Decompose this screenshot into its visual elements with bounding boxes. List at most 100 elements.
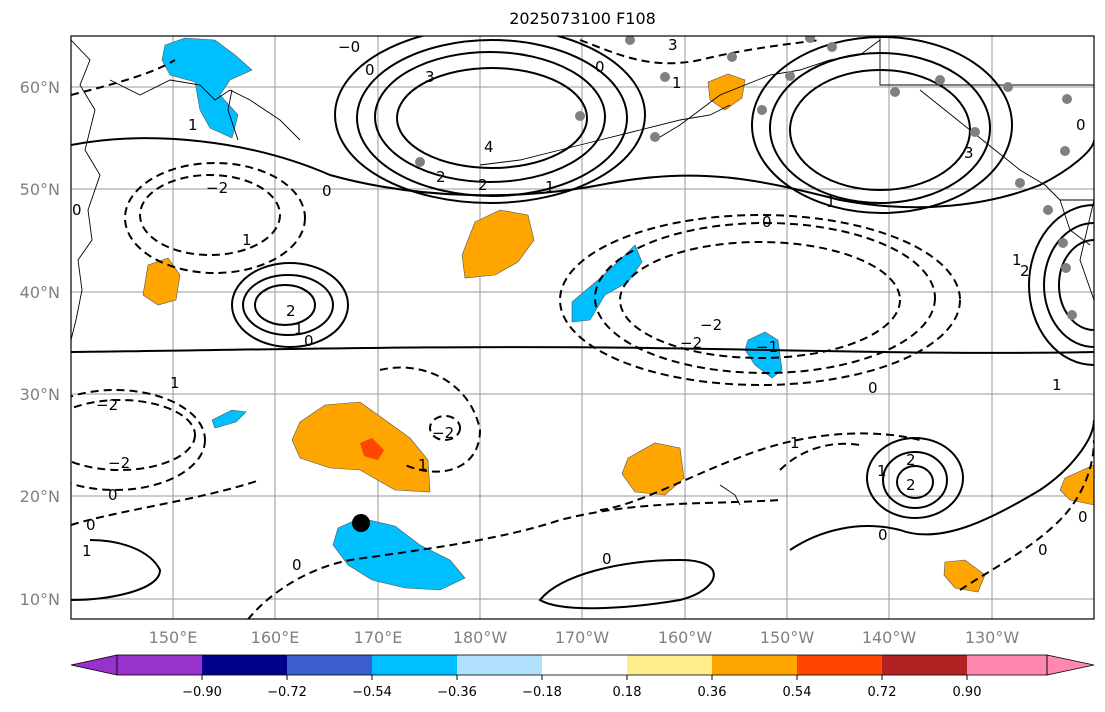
contour-label: 0 — [108, 486, 118, 504]
contour-label: 1 — [1012, 251, 1022, 269]
colorbar-tick-label: 0.36 — [698, 685, 727, 700]
latitude-labels: 60°N 50°N 40°N 30°N 20°N 10°N — [20, 78, 60, 609]
orange-patch-subtropics — [291, 401, 431, 493]
contour-label: 1 — [545, 178, 555, 196]
contour-label: 4 — [484, 138, 494, 156]
lat-label: 40°N — [20, 283, 60, 302]
contour-label: −2 — [206, 179, 228, 197]
colorbar-tick-label: 0.54 — [783, 685, 812, 700]
colorbar-tick-label: 0.18 — [613, 685, 642, 700]
contour-label: 0 — [762, 213, 772, 231]
lon-label: 150°W — [760, 628, 815, 647]
contour-label: −2 — [96, 396, 118, 414]
contours-negative — [71, 39, 1094, 619]
storm-position-marker — [352, 514, 370, 532]
orange-patch-12n — [943, 559, 986, 593]
colorbar-segment — [542, 655, 627, 675]
colorbar-tick-label: 0.72 — [868, 685, 897, 700]
lat-label: 30°N — [20, 385, 60, 404]
lon-label: 140°W — [862, 628, 917, 647]
colorbar-segment — [712, 655, 797, 675]
contour-label: −2 — [108, 454, 130, 472]
colorbar-tick-label: −0.72 — [267, 685, 307, 700]
lon-label: 170°W — [555, 628, 610, 647]
lon-label: 160°W — [658, 628, 713, 647]
map-frame — [70, 35, 1095, 620]
contour-label: 1 — [170, 374, 180, 392]
colorbar-segment — [117, 655, 202, 675]
lat-label: 20°N — [20, 487, 60, 506]
station-dots — [415, 36, 1077, 320]
contour-label: 2 — [436, 168, 446, 186]
contour-label: 1 — [790, 434, 800, 452]
map-title: 2025073100 F108 — [509, 9, 656, 28]
colorbar-segment — [882, 655, 967, 675]
contour-label: 1 — [1052, 376, 1062, 394]
contour-label: 3 — [668, 36, 678, 54]
colorbar-segment — [797, 655, 882, 675]
colorbar-tick-label: 0.90 — [953, 685, 982, 700]
contour-label: 2 — [478, 176, 488, 194]
contour-label: 1 — [294, 320, 304, 338]
lat-label: 50°N — [20, 180, 60, 199]
contour-label: −2 — [700, 316, 722, 334]
contour-label: 0 — [1038, 541, 1048, 559]
orange-patch-40n — [142, 257, 181, 306]
colorbar-segment — [457, 655, 542, 675]
colorbar-extend-high — [1046, 654, 1095, 676]
blue-patch-35n — [744, 331, 783, 379]
contour-label: −1 — [756, 338, 778, 356]
contour-label: −2 — [680, 334, 702, 352]
orange-patch-north-pacific — [461, 209, 535, 279]
colorbar-tick-label: −0.18 — [522, 685, 562, 700]
contour-label: 1 — [672, 74, 682, 92]
colorbar-segment — [372, 655, 457, 675]
red-core — [360, 438, 384, 460]
blue-patch-elongated — [571, 244, 643, 323]
lon-label: 130°W — [965, 628, 1020, 647]
contour-label: 1 — [826, 193, 836, 211]
colorbar-segment — [627, 655, 712, 675]
contour-label: 0 — [868, 379, 878, 397]
contour-label: 0 — [602, 550, 612, 568]
contour-label: 2 — [1020, 262, 1030, 280]
contour-label: 0 — [595, 58, 605, 76]
colorbar: −0.90 −0.72 −0.54 −0.36 −0.18 0.18 0.36 … — [70, 654, 1095, 700]
contour-label: 1 — [877, 462, 887, 480]
colorbar-tick-label: −0.36 — [437, 685, 477, 700]
contour-label: 3 — [964, 144, 974, 162]
contour-label: 0 — [1076, 116, 1086, 134]
contour-label: 0 — [365, 61, 375, 79]
contour-label: 1 — [418, 456, 428, 474]
colorbar-extend-low — [70, 654, 118, 676]
lat-label: 60°N — [20, 78, 60, 97]
contour-label: 2 — [286, 302, 296, 320]
lon-label: 170°E — [354, 628, 403, 647]
contour-labels: 3 4 2 2 1 0 0 1 −0 0 3 1 −2 1 0 1 0 −2 −… — [72, 36, 1088, 574]
lat-label: 10°N — [20, 590, 60, 609]
lon-label: 160°E — [251, 628, 300, 647]
shaded-regions — [142, 37, 1094, 593]
contour-label: 3 — [425, 68, 435, 86]
blue-patch-small-28n — [211, 409, 247, 429]
contour-label: 1 — [82, 542, 92, 560]
contour-label: −2 — [432, 424, 454, 442]
colorbar-segment — [287, 655, 372, 675]
contour-label: 0 — [878, 526, 888, 544]
contour-label: 0 — [72, 201, 82, 219]
contour-label: −0 — [338, 38, 360, 56]
contour-label: 0 — [292, 556, 302, 574]
contour-label: 0 — [86, 516, 96, 534]
contour-label: 1 — [242, 231, 252, 249]
contour-label: 2 — [906, 451, 916, 469]
orange-patch-20n — [621, 442, 685, 496]
colorbar-segment — [967, 655, 1047, 675]
contour-label: 0 — [1078, 508, 1088, 526]
orange-patch-east — [1059, 464, 1094, 506]
contour-label: 2 — [906, 476, 916, 494]
contour-label: 0 — [304, 332, 314, 350]
longitude-labels: 150°E 160°E 170°E 180°W 170°W 160°W 150°… — [149, 628, 1020, 647]
contour-label: 1 — [188, 116, 198, 134]
contour-label: 0 — [322, 182, 332, 200]
